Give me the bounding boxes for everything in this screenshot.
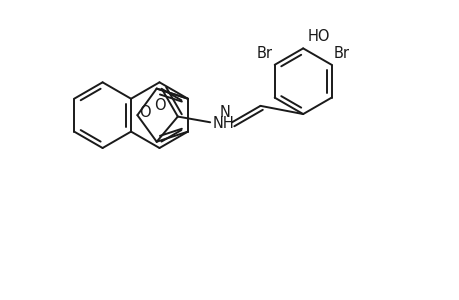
- Text: O: O: [139, 105, 151, 120]
- Text: O: O: [154, 98, 166, 112]
- Text: NH: NH: [212, 116, 233, 131]
- Text: Br: Br: [256, 46, 272, 61]
- Text: Br: Br: [333, 46, 349, 61]
- Text: N: N: [218, 105, 230, 120]
- Text: HO: HO: [307, 29, 329, 44]
